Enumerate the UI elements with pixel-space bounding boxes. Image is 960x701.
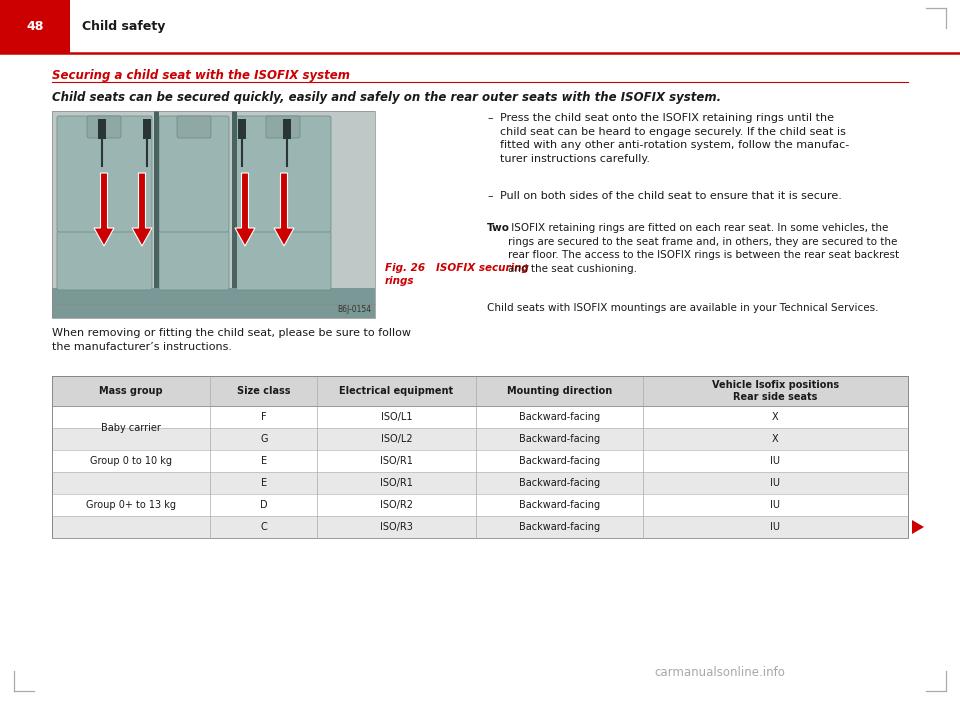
Text: Mass group: Mass group bbox=[100, 386, 163, 396]
Text: IU: IU bbox=[770, 522, 780, 532]
Text: X: X bbox=[772, 434, 779, 444]
FancyArrow shape bbox=[94, 173, 114, 246]
Text: Child safety: Child safety bbox=[82, 20, 165, 33]
Text: ISO/R2: ISO/R2 bbox=[380, 500, 413, 510]
Text: IU: IU bbox=[770, 456, 780, 466]
Bar bbox=[283, 119, 291, 139]
Text: Group 0 to 10 kg: Group 0 to 10 kg bbox=[90, 456, 172, 466]
FancyBboxPatch shape bbox=[266, 116, 300, 138]
Text: Child seats can be secured quickly, easily and safely on the rear outer seats wi: Child seats can be secured quickly, easi… bbox=[52, 91, 721, 104]
Text: G: G bbox=[260, 434, 268, 444]
Text: Mounting direction: Mounting direction bbox=[507, 386, 612, 396]
Bar bbox=[232, 111, 237, 288]
Text: Electrical equipment: Electrical equipment bbox=[340, 386, 454, 396]
Text: Backward-facing: Backward-facing bbox=[518, 478, 600, 488]
Text: –: – bbox=[487, 113, 492, 123]
FancyBboxPatch shape bbox=[236, 231, 331, 290]
Bar bbox=[143, 119, 151, 139]
Bar bbox=[52, 288, 375, 318]
Text: When removing or fitting the child seat, please be sure to follow
the manufactur: When removing or fitting the child seat,… bbox=[52, 328, 411, 352]
Bar bbox=[0, 0, 70, 53]
Bar bbox=[52, 111, 375, 318]
Text: D: D bbox=[260, 500, 268, 510]
Text: B6J-0154: B6J-0154 bbox=[337, 305, 371, 314]
Bar bbox=[52, 376, 908, 406]
FancyArrow shape bbox=[235, 173, 255, 246]
Text: Press the child seat onto the ISOFIX retaining rings until the
child seat can be: Press the child seat onto the ISOFIX ret… bbox=[500, 113, 850, 164]
FancyBboxPatch shape bbox=[159, 116, 229, 232]
Bar bbox=[98, 119, 106, 139]
Bar bbox=[52, 376, 908, 538]
Text: Child seats with ISOFIX mountings are available in your Technical Services.: Child seats with ISOFIX mountings are av… bbox=[487, 303, 878, 313]
FancyBboxPatch shape bbox=[57, 116, 152, 232]
Text: Baby carrier: Baby carrier bbox=[101, 423, 161, 433]
Text: Backward-facing: Backward-facing bbox=[518, 434, 600, 444]
Text: IU: IU bbox=[770, 500, 780, 510]
Text: Backward-facing: Backward-facing bbox=[518, 456, 600, 466]
Text: carmanualsonline.info: carmanualsonline.info bbox=[655, 666, 785, 679]
FancyBboxPatch shape bbox=[87, 116, 121, 138]
Polygon shape bbox=[912, 520, 924, 534]
Text: IU: IU bbox=[770, 478, 780, 488]
Text: C: C bbox=[260, 522, 267, 532]
Text: Pull on both sides of the child seat to ensure that it is secure.: Pull on both sides of the child seat to … bbox=[500, 191, 842, 201]
Bar bbox=[52, 494, 908, 516]
Bar bbox=[154, 111, 159, 288]
Bar bbox=[52, 111, 375, 318]
FancyBboxPatch shape bbox=[159, 231, 229, 290]
Text: Securing a child seat with the ISOFIX system: Securing a child seat with the ISOFIX sy… bbox=[52, 69, 350, 82]
Bar bbox=[52, 516, 908, 538]
Text: X: X bbox=[772, 412, 779, 422]
Text: F: F bbox=[261, 412, 267, 422]
Text: Vehicle Isofix positions
Rear side seats: Vehicle Isofix positions Rear side seats bbox=[711, 380, 839, 402]
FancyBboxPatch shape bbox=[177, 116, 211, 138]
Text: ISO/L1: ISO/L1 bbox=[381, 412, 412, 422]
Text: Backward-facing: Backward-facing bbox=[518, 412, 600, 422]
FancyBboxPatch shape bbox=[57, 231, 152, 290]
Text: ISO/R1: ISO/R1 bbox=[380, 456, 413, 466]
FancyBboxPatch shape bbox=[236, 116, 331, 232]
Bar bbox=[238, 119, 246, 139]
Text: ISO/R3: ISO/R3 bbox=[380, 522, 413, 532]
Text: Backward-facing: Backward-facing bbox=[518, 500, 600, 510]
FancyArrow shape bbox=[132, 173, 152, 246]
Text: Size class: Size class bbox=[237, 386, 291, 396]
Text: Fig. 26   ISOFIX securing: Fig. 26 ISOFIX securing bbox=[385, 263, 529, 273]
Text: E: E bbox=[261, 478, 267, 488]
Text: –: – bbox=[487, 191, 492, 201]
Text: ISO/L2: ISO/L2 bbox=[381, 434, 413, 444]
Text: 48: 48 bbox=[26, 20, 44, 33]
Text: E: E bbox=[261, 456, 267, 466]
Bar bbox=[52, 428, 908, 450]
Text: ISO/R1: ISO/R1 bbox=[380, 478, 413, 488]
FancyArrow shape bbox=[274, 173, 294, 246]
Text: Backward-facing: Backward-facing bbox=[518, 522, 600, 532]
Text: rings: rings bbox=[385, 276, 415, 286]
Bar bbox=[52, 450, 908, 472]
Bar bbox=[52, 472, 908, 494]
Bar bbox=[52, 406, 908, 428]
Text: ISOFIX retaining rings are fitted on each rear seat. In some vehicles, the
rings: ISOFIX retaining rings are fitted on eac… bbox=[508, 223, 900, 274]
Text: Group 0+ to 13 kg: Group 0+ to 13 kg bbox=[86, 500, 177, 510]
Text: Two: Two bbox=[487, 223, 510, 233]
